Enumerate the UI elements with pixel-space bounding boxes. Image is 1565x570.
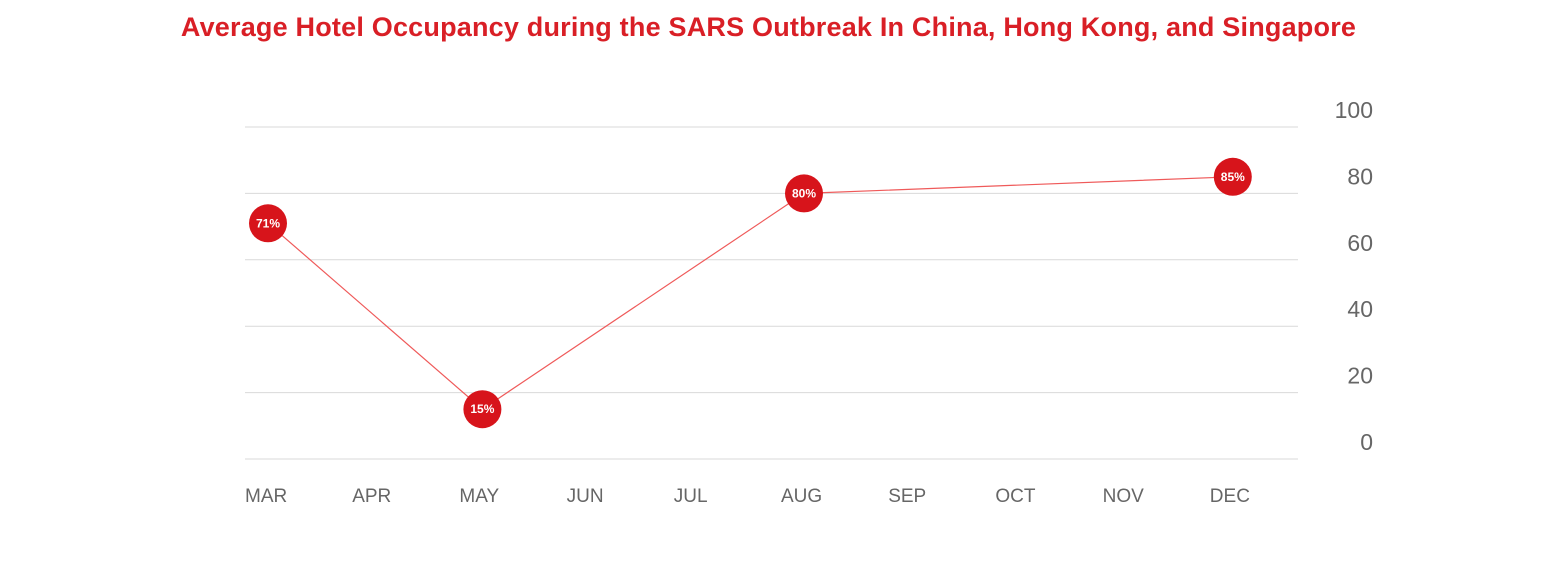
y-tick-label: 60 xyxy=(1347,230,1373,256)
series-polyline xyxy=(267,176,1233,410)
data-point-label: 80% xyxy=(792,186,816,200)
data-point-label: 15% xyxy=(470,402,494,416)
y-tick-label: 40 xyxy=(1347,296,1373,322)
x-axis-ticks: MAR APR MAY JUN JUL AUG SEP OCT NOV DEC xyxy=(245,486,1250,507)
data-point-marker xyxy=(463,390,502,429)
x-tick-label: AUG xyxy=(781,486,822,507)
x-tick-label: OCT xyxy=(995,486,1036,507)
data-point-marker xyxy=(249,204,287,243)
x-tick-label: MAY xyxy=(459,486,499,507)
y-tick-label: 80 xyxy=(1347,163,1373,189)
x-tick-label: DEC xyxy=(1210,486,1250,507)
data-point-marker xyxy=(1213,157,1252,196)
x-tick-label: SEP xyxy=(888,486,926,507)
data-point-label: 71% xyxy=(256,216,280,230)
series-line xyxy=(267,176,1233,410)
chart-title: Average Hotel Occupancy during the SARS … xyxy=(180,12,1357,42)
gridlines xyxy=(245,126,1298,460)
x-tick-label: NOV xyxy=(1103,486,1145,507)
y-tick-label: 100 xyxy=(1335,97,1373,123)
y-axis-ticks: 0 20 40 60 80 100 xyxy=(1335,97,1373,455)
x-tick-label: JUL xyxy=(674,486,708,507)
x-tick-label: APR xyxy=(352,486,391,507)
y-tick-label: 20 xyxy=(1347,363,1373,389)
data-point-marker xyxy=(785,174,823,213)
y-tick-label: 0 xyxy=(1360,429,1373,455)
x-tick-label: MAR xyxy=(245,486,287,507)
x-tick-label: JUN xyxy=(567,486,604,507)
data-point-label: 85% xyxy=(1221,170,1245,184)
data-points: 71% 15% 80% 85% xyxy=(249,157,1252,429)
